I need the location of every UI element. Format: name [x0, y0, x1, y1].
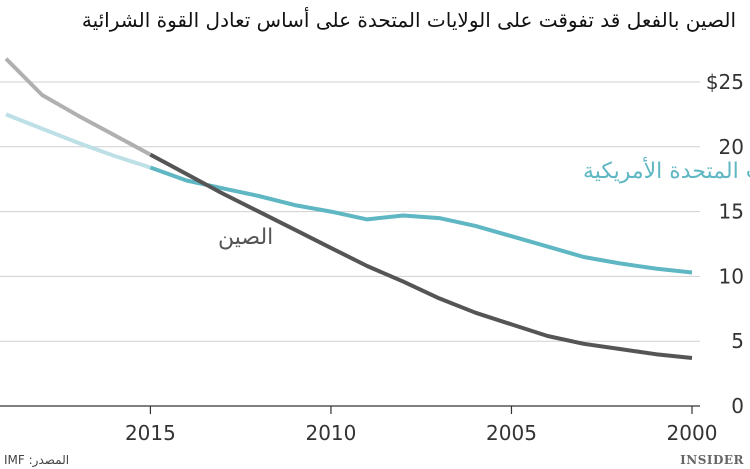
x-tick-label: 2010	[305, 421, 356, 445]
y-tick-label: 10	[719, 264, 744, 288]
y-tick-label: 20	[719, 135, 744, 159]
chart-title: الصين بالفعل قد تفوقت على الولايات المتح…	[81, 8, 736, 32]
y-tick-label: 0	[731, 394, 744, 418]
series-line-projection-1	[4, 57, 152, 157]
series-line-projection-0	[5, 112, 152, 170]
series-lines	[4, 57, 693, 360]
y-tick-label: $25	[706, 70, 744, 94]
y-axis-ticks: $25 20 15 10 5 0	[706, 70, 744, 418]
series-label-china: الصين	[218, 225, 273, 250]
series-label-us: الولايات المتحدة الأمريكية	[583, 157, 750, 184]
brand-logo: INSIDER	[680, 453, 744, 467]
gridlines	[0, 81, 700, 407]
series-line-1	[149, 152, 693, 360]
y-tick-label: 15	[719, 200, 744, 224]
source-note: المصدر: IMF	[4, 453, 70, 467]
x-axis-ticks: 2015 2010 2005 2000	[125, 406, 717, 445]
series-line-0	[149, 165, 693, 275]
x-tick-label: 2000	[667, 421, 718, 445]
y-tick-label: 5	[731, 329, 744, 353]
x-tick-label: 2005	[486, 421, 537, 445]
x-tick-label: 2015	[125, 421, 176, 445]
